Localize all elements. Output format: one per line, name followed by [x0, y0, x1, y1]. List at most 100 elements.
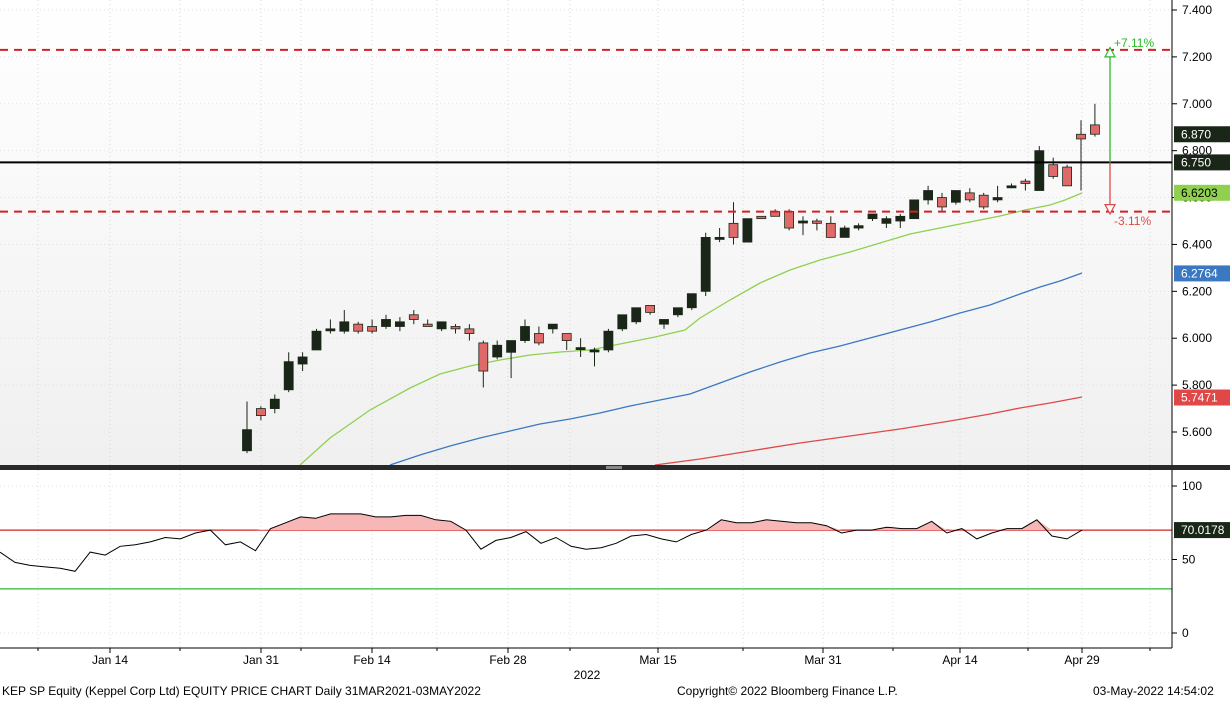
candle-body [575, 347, 586, 351]
price-plot: +7.11% -3.11% [0, 36, 1172, 466]
price-value-tag [1174, 389, 1230, 406]
candle-body [283, 361, 294, 391]
candle-body [742, 218, 753, 243]
rsi-axis-label: 100 [1182, 479, 1202, 493]
candle-body [951, 190, 961, 203]
price-value-tag [1174, 184, 1230, 201]
candle-body [534, 333, 544, 344]
candle-body [450, 326, 461, 330]
panel-resize-handle [606, 466, 622, 469]
downside-percent-label: -3.11% [1114, 214, 1151, 228]
candle-body [937, 197, 947, 208]
candle-body [686, 293, 697, 309]
candle-body [603, 330, 614, 351]
candle-body [422, 323, 433, 327]
candle-body [464, 328, 475, 334]
timestamp: 03-May-2022 14:54:02 [1093, 684, 1214, 698]
candle-body [784, 211, 794, 229]
candle-body [853, 225, 864, 229]
price-value-tag-label: 6.750 [1181, 155, 1211, 169]
price-value-tag [1174, 126, 1230, 143]
price-axis-label: 7.400 [1182, 3, 1212, 17]
rsi-axis-label: 50 [1182, 553, 1196, 567]
price-value-tag-label: 6.870 [1181, 127, 1211, 141]
candle-body [353, 323, 364, 332]
candle-body [1020, 180, 1031, 184]
price-value-tag [1174, 154, 1230, 171]
candle-body [673, 307, 683, 316]
candle-body [700, 237, 711, 292]
candle-body [812, 220, 822, 224]
candle-body [311, 330, 322, 351]
candle-body [923, 190, 933, 201]
candle-body [381, 319, 391, 327]
copyright-notice: Copyright© 2022 Bloomberg Finance L.P. [677, 684, 898, 698]
candle-body [339, 321, 350, 332]
upside-arrow-head [1104, 46, 1116, 58]
time-axis-label: Apr 29 [1064, 653, 1100, 667]
time-axis-label: Jan 31 [243, 653, 279, 667]
time-axis-label: Mar 31 [804, 653, 842, 667]
candle-body [478, 342, 489, 372]
candle-body [728, 222, 739, 238]
price-axis-label: 6.000 [1182, 331, 1212, 345]
chart-footer-title: KEP SP Equity (Keppel Corp Ltd) EQUITY P… [2, 684, 481, 698]
candle-body [617, 314, 628, 330]
candle-body [1090, 124, 1100, 135]
candle-body [325, 328, 336, 332]
grid-lines [0, 0, 1172, 648]
candle-body [839, 227, 850, 238]
candle-body [492, 344, 503, 358]
candle-body [825, 222, 836, 238]
price-value-tag-label: 6.6203 [1181, 186, 1218, 200]
candle-body [992, 197, 1003, 201]
price-panel-background [0, 0, 1172, 465]
candle-body [367, 326, 378, 332]
price-axis-label: 7.200 [1182, 50, 1212, 64]
time-axis-label: Mar 15 [639, 653, 677, 667]
candle-body [1006, 185, 1017, 189]
price-axis-label: 5.600 [1182, 425, 1212, 439]
candle-body [867, 213, 878, 220]
time-axis-label: Feb 28 [489, 653, 527, 667]
rsi-value-tag [1174, 522, 1230, 539]
candle-body [659, 319, 669, 325]
candle-body [895, 215, 906, 222]
candle-body [1062, 166, 1072, 187]
candle-body [964, 192, 975, 201]
time-axis-label: Jan 14 [92, 653, 128, 667]
candle-body [269, 398, 280, 409]
candle-body [645, 304, 655, 313]
candle-body [436, 321, 447, 330]
time-axis-label: Feb 14 [353, 653, 391, 667]
downside-arrow-head [1104, 203, 1116, 216]
candle-body [881, 218, 892, 224]
candle-body [561, 333, 572, 341]
candle-body [1048, 164, 1059, 177]
candle-body [408, 314, 419, 320]
candle-body [520, 326, 530, 341]
price-value-tag-label: 5.7471 [1181, 391, 1218, 405]
rsi-value-tag-label: 70.0178 [1181, 523, 1225, 537]
candle-body [297, 356, 308, 365]
candle-body [506, 340, 517, 353]
price-axis-label: 7.000 [1182, 97, 1212, 111]
year-label: 2022 [574, 668, 601, 682]
moving-average-long-line [654, 396, 1083, 466]
candle-body [631, 307, 642, 323]
candle-body [714, 237, 725, 240]
candle-body [547, 323, 558, 330]
price-value-tag [1174, 265, 1230, 282]
rsi-line [0, 513, 1083, 572]
candle-body [589, 349, 600, 353]
price-axis-label: 6.400 [1182, 237, 1212, 251]
candle-body [756, 215, 767, 220]
price-axis-label: 6.800 [1182, 144, 1212, 158]
candle-body [1076, 133, 1086, 140]
candle-body [394, 321, 405, 327]
time-axis-label: Apr 14 [942, 653, 978, 667]
candle-body [255, 408, 266, 416]
price-value-tag-label: 6.2764 [1181, 266, 1218, 280]
rsi-axis-label: 0 [1182, 626, 1189, 640]
